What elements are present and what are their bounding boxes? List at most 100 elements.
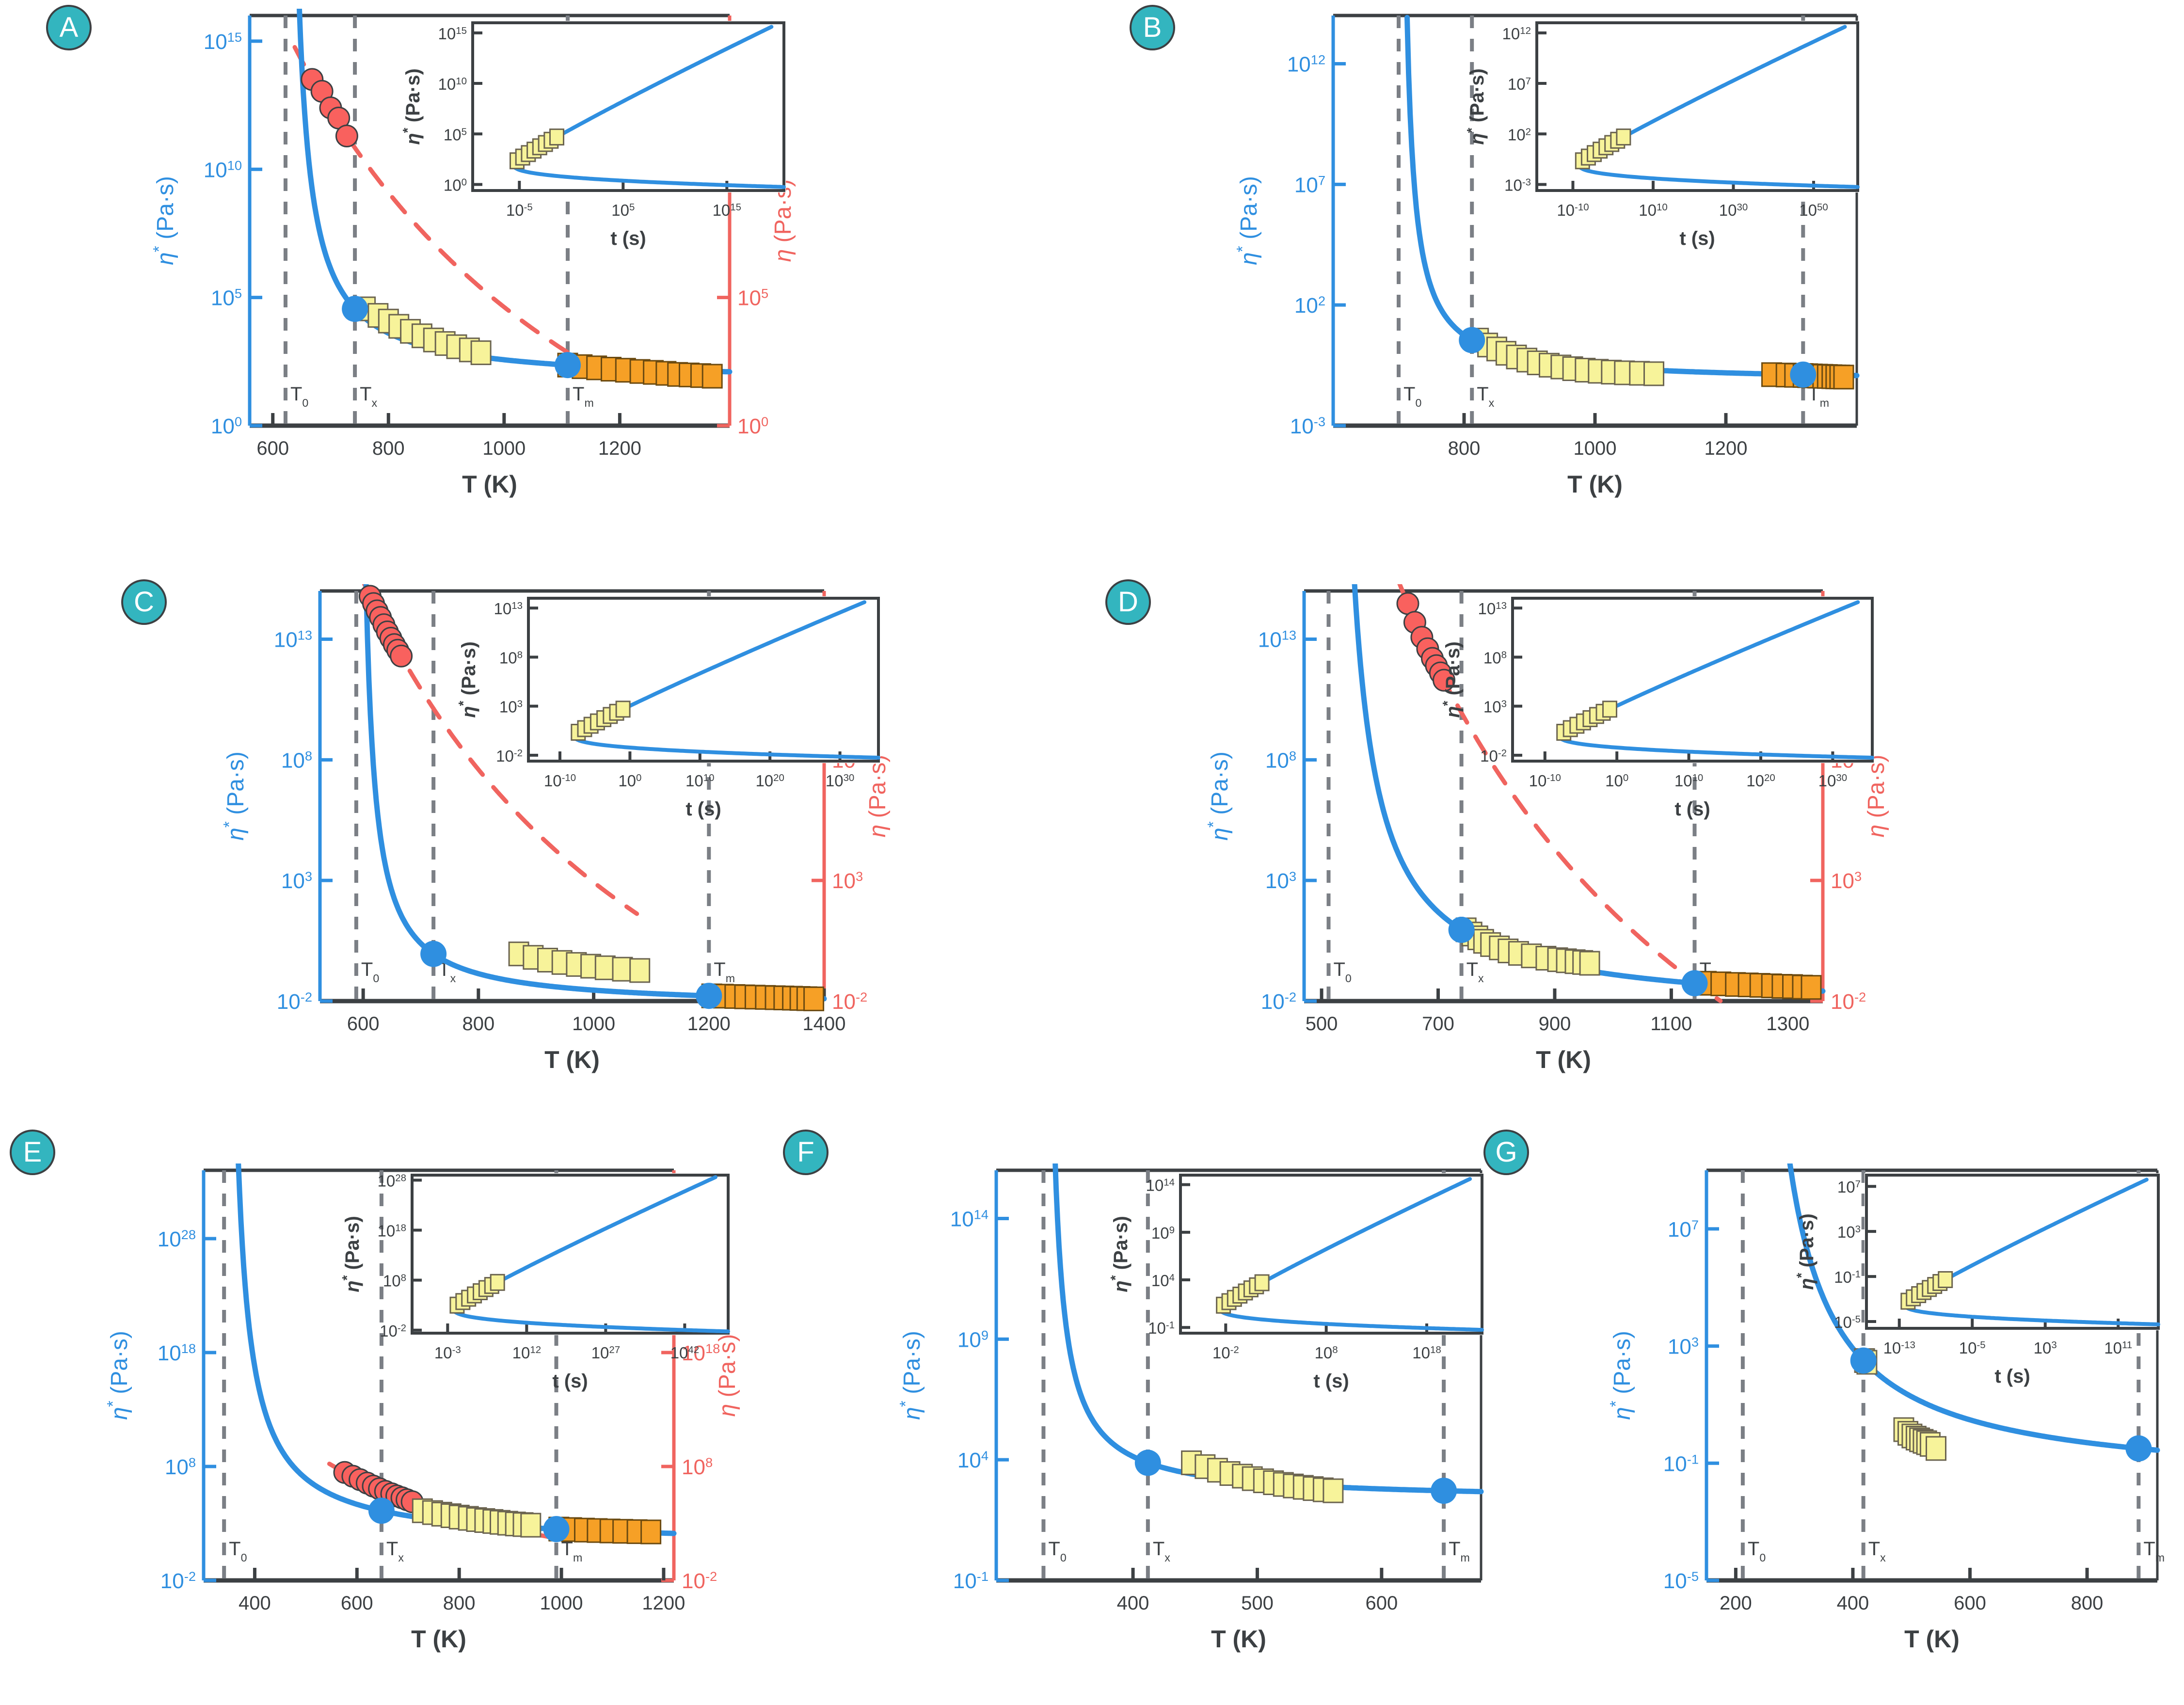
x-axis-title: T (K) [462, 471, 517, 498]
inset-y-tick-label: 1014 [1146, 1177, 1175, 1195]
panel-C-plot: 10-2 103 108 1013 10-2 103 108 1013 600 800 1000 12… [221, 584, 891, 1073]
transition-point-tm [2125, 1435, 2152, 1462]
x-tick-label: 500 [1306, 1013, 1338, 1035]
inset-x-tick-label: 100 [1605, 772, 1628, 790]
y-tick-label-left: 109 [957, 1327, 988, 1352]
y-axis-title-right: η (Pa·s) [865, 755, 891, 838]
y-tick-label-left: 1028 [158, 1227, 196, 1252]
vertical-marker-label-tx: Tx [360, 383, 377, 409]
y-tick-label-left: 1013 [274, 627, 312, 652]
inset-frame [411, 1174, 730, 1335]
inset-x-axis-title: t (s) [1994, 1366, 2030, 1387]
y-tick-label-left: 104 [957, 1448, 988, 1473]
inset-y-tick-label: 100 [444, 176, 467, 194]
y-axis-title-right: η (Pa·s) [1864, 755, 1889, 838]
inset-y-tick-label: 1010 [438, 75, 467, 93]
inset-y-tick-label: 107 [1508, 75, 1531, 93]
panel-badge-F: F [783, 1130, 829, 1175]
data-point-low-temperature [1433, 669, 1455, 692]
inset-y-tick-label: 1013 [494, 600, 523, 618]
x-tick-label: 500 [1241, 1593, 1274, 1614]
y-tick-label-right: 10-2 [832, 989, 867, 1014]
x-tick-label: 1200 [1705, 438, 1748, 459]
inset-x-tick-label: 1020 [755, 772, 784, 790]
x-tick-label: 800 [1448, 438, 1481, 459]
inset-x-tick-label: 1050 [1799, 201, 1828, 219]
panel-badge-C: C [121, 579, 167, 625]
data-point-supercooled-liquid [629, 958, 651, 983]
y-axis-title-left: η* (Pa·s) [897, 1331, 925, 1420]
inset-y-tick-label: 10-5 [1834, 1313, 1861, 1331]
x-tick-label: 800 [2071, 1593, 2104, 1614]
x-tick-label: 800 [462, 1013, 494, 1035]
inset-data-point [1254, 1274, 1270, 1291]
y-tick-label-right: 100 [737, 414, 768, 439]
inset-data-point [549, 128, 564, 146]
inset-x-tick-label: 103 [2034, 1339, 2057, 1357]
inset-x-tick-label: 10-5 [1959, 1339, 1986, 1357]
inset-x-tick-label: 10-3 [434, 1344, 461, 1362]
panel-D: 10-2 103 108 1013 10-2 103 108 1013 500 700 900 110… [1202, 584, 1896, 1074]
inset-x-tick-label: 1018 [1412, 1344, 1441, 1362]
panel-C: 10-2 103 108 1013 10-2 103 108 1013 600 800 1000 12… [218, 584, 897, 1074]
inset-data-point [1602, 701, 1617, 718]
inset-y-tick-label: 105 [444, 126, 467, 143]
inset-data-point [615, 701, 631, 718]
x-axis-title: T (K) [1567, 471, 1623, 498]
y-tick-label-left: 107 [1294, 173, 1325, 197]
panel-badge-B: B [1130, 5, 1175, 50]
inset-y-tick-label: 103 [1837, 1223, 1861, 1241]
inset-y-tick-label: 104 [1151, 1272, 1175, 1290]
data-point-supercooled-liquid [470, 340, 492, 366]
vertical-marker-label-t0: T0 [361, 959, 379, 985]
y-tick-label-left: 1012 [1287, 52, 1325, 77]
panel-badge-label-A: A [59, 12, 79, 43]
panel-E-plot: 10-2 108 1018 1028 10-2 108 1018 1028 400 600 800 1… [104, 1163, 740, 1653]
panel-G-plot: 10-5 10-1 103 107 200 400 600 800 T (K) η* (Pa·s)… [1607, 1163, 2165, 1653]
vertical-marker-label-tx: Tx [1868, 1538, 1886, 1564]
panel-G: 10-5 10-1 103 107 200 400 600 800 T (K) η* (Pa·s)… [1605, 1163, 2177, 1653]
x-tick-label: 700 [1422, 1013, 1454, 1035]
y-tick-label-left: 103 [281, 869, 312, 893]
x-tick-label: 800 [372, 438, 405, 459]
panel-badge-label-C: C [134, 586, 154, 618]
inset-x-tick-label: 105 [611, 201, 635, 219]
x-tick-label: 1000 [1574, 438, 1617, 459]
y-tick-label-left: 1010 [204, 158, 242, 182]
inset-x-axis-title: t (s) [1679, 228, 1715, 249]
equilibrium-viscosity-dashed-curve [1397, 584, 1723, 1004]
y-tick-label-left: 10-3 [1290, 414, 1325, 439]
inset-frame [1511, 597, 1874, 763]
inset-x-tick-label: 108 [1315, 1344, 1338, 1362]
y-tick-label-right: 108 [682, 1455, 713, 1480]
inset-y-tick-label: 10-3 [1504, 176, 1531, 194]
y-tick-label-left: 108 [281, 748, 312, 773]
inset-y-tick-label: 1013 [1478, 600, 1507, 618]
panel-F: 10-1 104 109 1014 400 500 600 T (K) η* (Pa·s) T0 T… [894, 1163, 1500, 1653]
inset-data-point [490, 1274, 505, 1291]
x-tick-label: 1100 [1650, 1013, 1692, 1035]
inset-x-axis-title: t (s) [552, 1370, 588, 1392]
inset-x-tick-label: 1012 [512, 1344, 541, 1362]
transition-point-tx [1448, 917, 1475, 943]
inset-x-tick-label: 10-5 [506, 201, 533, 219]
panel-F-plot: 10-1 104 109 1014 400 500 600 T (K) η* (Pa·s) T0 T… [897, 1163, 1484, 1653]
inset-frame [471, 21, 785, 192]
y-tick-label-left: 103 [1668, 1334, 1699, 1359]
data-point-supercooled-liquid [520, 1513, 542, 1538]
inset-data-point [1616, 128, 1631, 146]
inset-frame [1865, 1174, 2160, 1330]
inset-plot-D: 10-2 103 108 1013 10-10 100 1010 1020 1030 t (s) η… [1440, 596, 1874, 820]
inset-y-tick-label: 10-1 [1834, 1268, 1861, 1286]
data-point-supercooled-liquid [612, 956, 633, 982]
x-axis-title: T (K) [411, 1625, 466, 1653]
y-tick-label-right: 103 [1831, 869, 1862, 893]
transition-point-tx [342, 296, 368, 322]
y-tick-label-right: 103 [832, 869, 863, 893]
data-point-supercooled-liquid [1579, 951, 1600, 976]
data-point-low-temperature [390, 644, 413, 668]
y-tick-label-left: 100 [211, 414, 242, 439]
data-point-melt [1801, 975, 1822, 1000]
